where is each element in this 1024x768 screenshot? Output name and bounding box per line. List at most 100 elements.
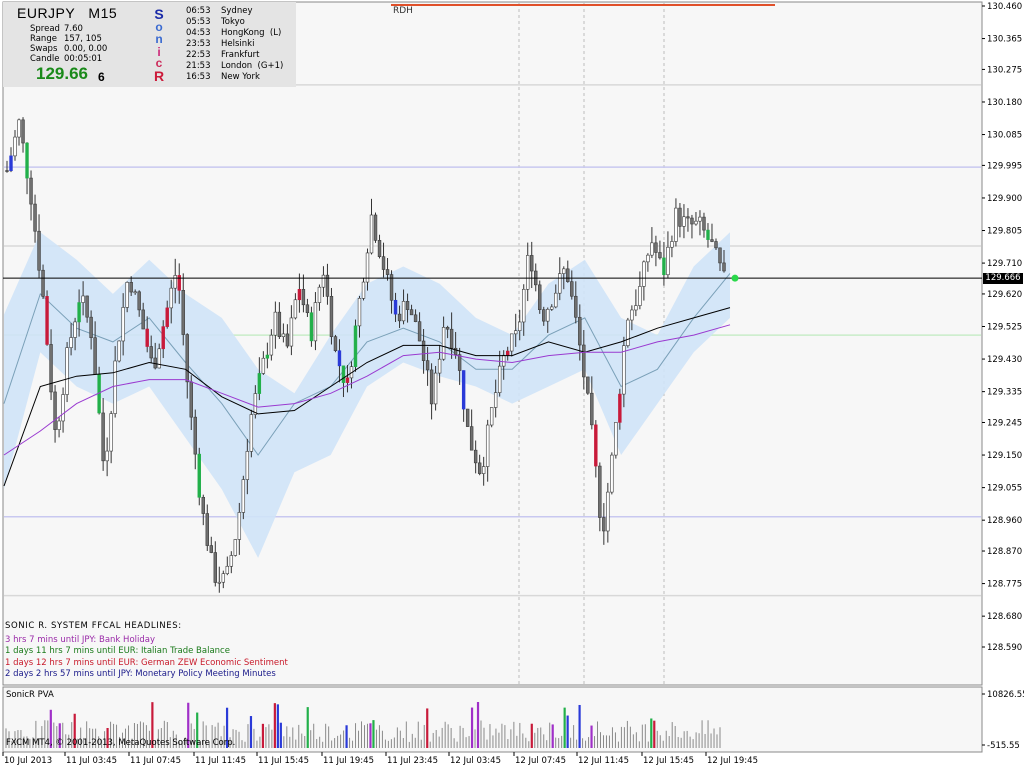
candle-body bbox=[473, 449, 478, 464]
candle-body bbox=[461, 370, 466, 410]
candle-body bbox=[37, 230, 41, 271]
timeframe-label: M15 bbox=[88, 5, 118, 21]
moving-averages bbox=[3, 307, 731, 487]
candle-body bbox=[377, 240, 382, 257]
candle-body bbox=[530, 255, 534, 272]
candle-body bbox=[489, 407, 494, 426]
candle-body bbox=[157, 348, 161, 369]
candle-body bbox=[49, 344, 53, 393]
candle-body bbox=[369, 214, 374, 254]
candle-body bbox=[301, 289, 306, 306]
session-row: 05:53 Tokyo bbox=[186, 17, 245, 28]
candle-body bbox=[129, 282, 133, 293]
candle-body bbox=[485, 424, 490, 467]
candle-body bbox=[722, 262, 726, 272]
time-tick-label: 11 Jul 03:45 bbox=[66, 756, 117, 766]
candle-body bbox=[546, 308, 550, 322]
symbol-label: EURJPY M15 bbox=[17, 5, 117, 21]
candle-body bbox=[670, 241, 674, 248]
candle-body bbox=[389, 274, 394, 301]
session-time: 22:53 bbox=[186, 50, 211, 60]
candle-body bbox=[582, 344, 586, 378]
candle-body bbox=[173, 275, 177, 289]
candle-body bbox=[578, 316, 582, 346]
price-tick-label: 128.870 bbox=[987, 547, 1022, 557]
price-tick-label: 129.525 bbox=[987, 323, 1022, 333]
candle-body bbox=[137, 291, 141, 311]
time-tick-label: 10 Jul 2013 bbox=[4, 756, 52, 766]
candle-body bbox=[329, 296, 334, 337]
session-row: 04:53 HongKong (L) bbox=[186, 28, 281, 39]
candle-body bbox=[73, 321, 77, 338]
candle-body bbox=[213, 552, 217, 583]
candle-body bbox=[702, 216, 706, 231]
price-tick-label: 129.335 bbox=[987, 388, 1022, 398]
sonic-letter: n bbox=[155, 32, 163, 46]
candle-body bbox=[221, 573, 226, 583]
candle-body bbox=[57, 420, 61, 430]
candle-body bbox=[273, 311, 278, 336]
price-tick-label: 129.710 bbox=[987, 259, 1022, 269]
candle-body bbox=[113, 360, 117, 414]
headline-item: 1 days 11 hrs 7 mins until EUR: Italian … bbox=[5, 646, 230, 656]
candle-body bbox=[522, 288, 526, 323]
session-time: 16:53 bbox=[186, 72, 211, 82]
candle-body bbox=[253, 393, 258, 415]
candle-body bbox=[217, 581, 221, 584]
price-tick-label: 128.960 bbox=[987, 516, 1022, 526]
candle-body bbox=[518, 321, 522, 332]
info-row: Range 157, 105 bbox=[30, 34, 102, 44]
band-mid-line bbox=[3, 273, 731, 456]
candle-body bbox=[397, 313, 402, 322]
candle-body bbox=[493, 392, 498, 408]
info-row: Candle 00:05:01 bbox=[30, 54, 102, 64]
time-tick-label: 11 Jul 19:45 bbox=[323, 756, 374, 766]
sonic-letter: c bbox=[155, 56, 163, 70]
price-axis[interactable]: 130.460 130.365 130.275 130.180 130.085 129.9… bbox=[982, 2, 1022, 653]
session-time: 23:53 bbox=[186, 39, 211, 49]
candle-body bbox=[678, 207, 682, 227]
price-last-digit: 6 bbox=[98, 70, 105, 84]
candle-body bbox=[586, 376, 590, 394]
candle-body bbox=[622, 345, 626, 395]
candle-body bbox=[562, 268, 566, 274]
horizontal-levels bbox=[4, 84, 981, 597]
candle-body bbox=[281, 333, 286, 338]
candle-body bbox=[421, 340, 426, 361]
price-tick-label: 129.430 bbox=[987, 355, 1022, 365]
candle-body bbox=[29, 177, 33, 205]
headline-item: 1 days 12 hrs 7 mins until EUR: German Z… bbox=[5, 657, 288, 668]
candle-body bbox=[89, 316, 93, 339]
sonic-letter: i bbox=[157, 45, 161, 59]
info-row-label: Candle bbox=[30, 54, 60, 64]
price-tick-label: 129.150 bbox=[987, 451, 1022, 461]
sonic-letter: o bbox=[155, 20, 163, 34]
candle-body bbox=[277, 311, 282, 338]
candle-body bbox=[497, 365, 502, 393]
candle-body bbox=[261, 357, 266, 374]
session-row: 23:53 Helsinki bbox=[186, 39, 254, 50]
info-row-value: 0.00, 0.00 bbox=[64, 44, 108, 54]
session-city: Sydney bbox=[221, 6, 253, 16]
session-time: 21:53 bbox=[186, 61, 211, 71]
candle-body bbox=[337, 350, 342, 367]
candle-body bbox=[17, 119, 21, 138]
price-tick-label: 129.805 bbox=[987, 227, 1022, 237]
candle-body bbox=[469, 426, 474, 451]
candle-body bbox=[445, 327, 450, 330]
candle-body bbox=[105, 450, 109, 462]
time-tick-label: 12 Jul 07:45 bbox=[515, 756, 566, 766]
candle-body bbox=[718, 247, 722, 264]
candle-body bbox=[638, 286, 642, 306]
candle-body bbox=[69, 337, 73, 348]
candle-body bbox=[694, 220, 698, 225]
candle-body bbox=[594, 424, 598, 467]
candle-body bbox=[373, 214, 378, 241]
price-tick-label: 130.365 bbox=[987, 35, 1022, 45]
candle-body bbox=[477, 462, 482, 474]
volume-tick-label: 10826.55 bbox=[987, 690, 1024, 700]
sonic-letter: R bbox=[153, 68, 165, 84]
candle-body bbox=[121, 307, 125, 342]
price-tick-label: 129.620 bbox=[987, 290, 1022, 300]
